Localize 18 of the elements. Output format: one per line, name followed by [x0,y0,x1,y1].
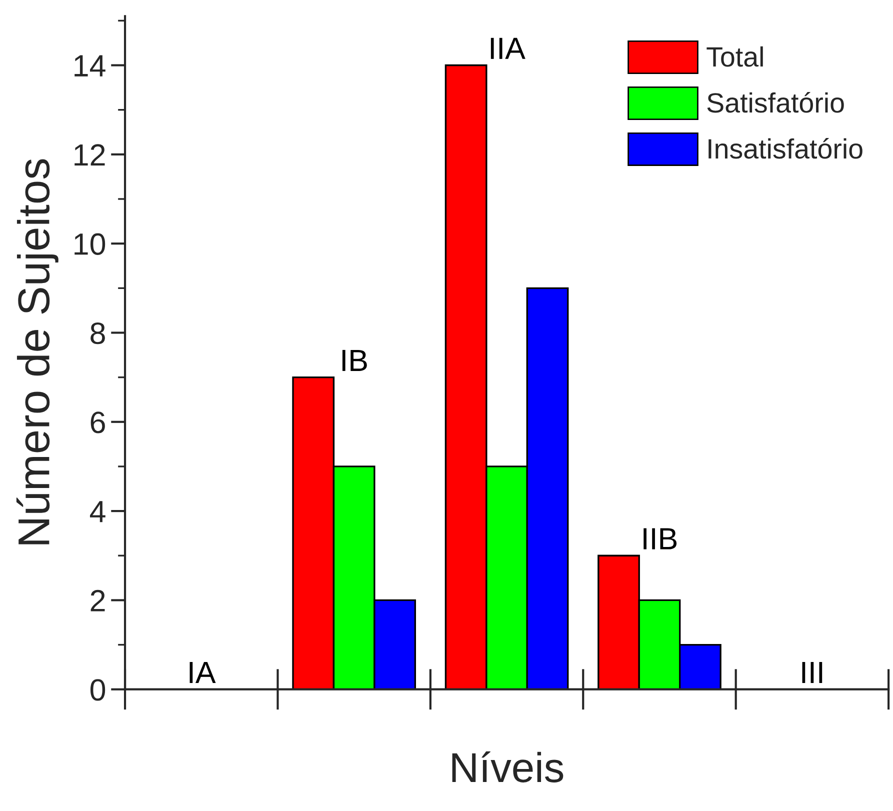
y-tick-label: 2 [90,590,105,612]
legend-label: Satisfatório [707,92,844,113]
x-tick-label: IIA [490,38,526,59]
y-tick-label: 8 [90,322,105,344]
y-tick-label: 4 [90,501,106,522]
y-tick-label: 10 [74,233,106,255]
x-tick-label: IB [342,350,367,371]
x-tick-label: IIB [644,528,677,550]
y-tick-label: 12 [74,144,105,166]
y-axis-title: Número de Sujeitos [16,159,58,544]
x-tick-label: IA [190,662,216,684]
legend-label: Total [706,46,763,67]
y-tick-label: 6 [90,412,105,434]
legend-label: Insatisfatório [708,138,862,159]
y-tick-label: 0 [90,679,106,701]
x-axis-title: Níveis [452,751,564,782]
y-tick-label: 14 [74,55,106,76]
x-tick-label: III [802,662,822,684]
